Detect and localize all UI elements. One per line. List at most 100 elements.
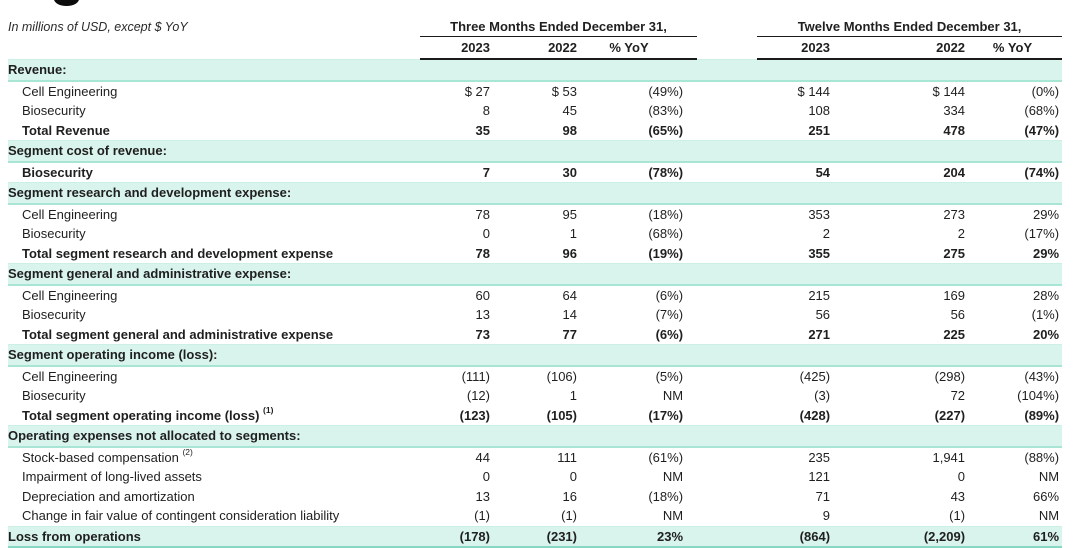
group-gap: [697, 406, 757, 426]
row-label-text: Segment general and administrative expen…: [8, 266, 292, 281]
value-cell: NM: [1038, 469, 1060, 484]
value-cell: 235: [808, 449, 831, 465]
row-label-text: Change in fair value of contingent consi…: [22, 508, 340, 523]
row-label: Segment research and development expense…: [8, 182, 1063, 205]
value-cell: (68%): [1024, 103, 1060, 118]
table-row: Depreciation and amortization 13 16 (18%) 71…: [8, 487, 1062, 507]
value-cell: 251: [808, 122, 831, 138]
value-cell: (78%): [648, 164, 684, 180]
table-row: Biosecurity 0 1 (68%) 2 2 (17%): [8, 224, 1062, 244]
col-header-12m-2022: 2022: [830, 36, 966, 60]
value-cell: (178): [420, 525, 490, 548]
group-gap: [697, 121, 757, 141]
table-row: Total segment general and administrative…: [8, 325, 1062, 345]
value-cell: (0%): [1031, 83, 1060, 99]
group-gap: [697, 37, 757, 60]
section-row: Segment research and development expense…: [8, 182, 1063, 205]
value-cell: 7: [482, 164, 490, 180]
value-cell: (17%): [648, 407, 684, 423]
label-column-header: [8, 37, 420, 60]
value-cell: $ 27: [464, 83, 490, 99]
value-cell: 56: [815, 307, 831, 322]
value-cell: 23%: [577, 525, 698, 548]
row-label-text: Cell Engineering: [22, 206, 118, 222]
value-cell: (106): [546, 368, 577, 384]
col-header-3m-2022: 2022: [490, 36, 577, 60]
value-cell: (18%): [648, 488, 684, 504]
value-cell: 0: [482, 469, 490, 484]
row-label-text: Total segment operating income (loss): [22, 407, 260, 423]
group-gap: [697, 81, 757, 102]
footnote-marker: (1): [263, 405, 274, 416]
row-label-text: Segment operating income (loss):: [8, 347, 218, 362]
value-cell: 478: [943, 122, 966, 138]
value-cell: 108: [808, 103, 831, 118]
value-cell: 61%: [965, 525, 1063, 548]
group-gap: [697, 285, 757, 306]
value-cell: (12): [466, 388, 490, 403]
row-label-text: Stock-based compensation: [22, 449, 179, 465]
segment-results-table: In millions of USD, except $ YoY Three M…: [8, 18, 1063, 548]
value-cell: $ 144: [932, 83, 966, 99]
row-label-text: Loss from operations: [8, 528, 141, 544]
value-cell: 1,941: [932, 449, 966, 465]
group-gap: [697, 325, 757, 345]
row-label: Stock-based compensation (2): [8, 447, 420, 468]
group-gap: [697, 18, 757, 37]
row-label: Cell Engineering: [8, 366, 420, 387]
table-row: Biosecurity 8 45 (83%) 108 334 (68%): [8, 101, 1062, 121]
value-cell: 95: [562, 206, 577, 222]
group-gap: [697, 467, 757, 487]
value-cell: 64: [562, 287, 577, 303]
row-label: Biosecurity: [8, 101, 420, 121]
row-label: Segment general and administrative expen…: [8, 263, 1063, 286]
row-label-text: Biosecurity: [22, 164, 93, 180]
value-cell: 98: [562, 122, 577, 138]
row-label-text: Cell Engineering: [22, 83, 118, 99]
value-cell: 20%: [1033, 326, 1060, 342]
value-cell: (6%): [655, 287, 684, 303]
row-label: Biosecurity: [8, 224, 420, 244]
value-cell: (425): [799, 368, 831, 384]
value-cell: (88%): [1024, 449, 1060, 465]
value-cell: 13: [475, 488, 490, 504]
row-label: Revenue:: [8, 58, 1063, 82]
table-row: Total segment research and development e…: [8, 244, 1062, 264]
value-cell: 71: [815, 488, 831, 504]
value-cell: (61%): [648, 449, 684, 465]
value-cell: 204: [943, 164, 966, 180]
table-header: In millions of USD, except $ YoY Three M…: [8, 18, 1063, 60]
value-cell: 0: [569, 469, 577, 484]
section-row: Revenue:: [8, 58, 1063, 82]
value-cell: 77: [562, 326, 577, 342]
value-cell: (1): [949, 508, 966, 523]
row-label-text: Cell Engineering: [22, 287, 118, 303]
section-row: Segment operating income (loss):: [8, 344, 1063, 367]
row-label: Impairment of long-lived assets: [8, 467, 420, 487]
value-cell: (68%): [648, 226, 684, 241]
row-label-text: Total segment research and development e…: [22, 245, 334, 261]
value-cell: 96: [562, 245, 577, 261]
value-cell: (104%): [1017, 388, 1060, 403]
col-group-three-months: Three Months Ended December 31,: [420, 18, 698, 37]
year-header-row: 2023 2022 % YoY 2023 2022 % YoY: [8, 36, 1063, 60]
value-cell: 29%: [1033, 245, 1060, 261]
value-cell: 169: [943, 287, 966, 303]
value-cell: 353: [808, 206, 831, 222]
value-cell: 45: [562, 103, 577, 118]
value-cell: (6%): [655, 326, 684, 342]
value-cell: 66%: [1033, 488, 1060, 504]
col-header-3m-yoy: % YoY: [577, 36, 698, 60]
value-cell: (1): [474, 508, 490, 523]
value-cell: $ 144: [797, 83, 831, 99]
section-row: Operating expenses not allocated to segm…: [8, 425, 1063, 448]
value-cell: 215: [808, 287, 831, 303]
group-gap: [697, 162, 757, 183]
group-gap: [697, 244, 757, 264]
table-row: Cell Engineering 78 95 (18%) 353 273 29%: [8, 204, 1062, 225]
table-row: Biosecurity 13 14 (7%) 56 56 (1%): [8, 305, 1062, 325]
value-cell: 355: [808, 245, 831, 261]
row-label: Cell Engineering: [8, 81, 420, 102]
group-gap: [697, 366, 757, 387]
